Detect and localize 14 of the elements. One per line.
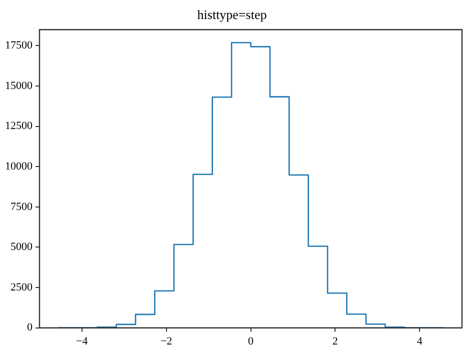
x-tick-label: 0 — [248, 335, 254, 348]
x-tick-label: 2 — [332, 335, 338, 348]
y-tick-label: 0 — [27, 322, 33, 334]
x-tick-label: −2 — [160, 335, 172, 348]
chart-title: histtype=step — [197, 7, 267, 22]
y-tick-label: 12500 — [5, 120, 33, 132]
y-tick-label: 10000 — [5, 160, 33, 172]
y-tick-label: 15000 — [5, 80, 33, 92]
y-tick-label: 7500 — [10, 200, 33, 213]
y-tick-label: 5000 — [10, 241, 33, 254]
x-tick-label: −4 — [76, 335, 88, 348]
x-tick-label: 4 — [416, 335, 423, 348]
y-tick-label: 17500 — [5, 40, 33, 52]
y-tick-label: 2500 — [10, 281, 33, 294]
